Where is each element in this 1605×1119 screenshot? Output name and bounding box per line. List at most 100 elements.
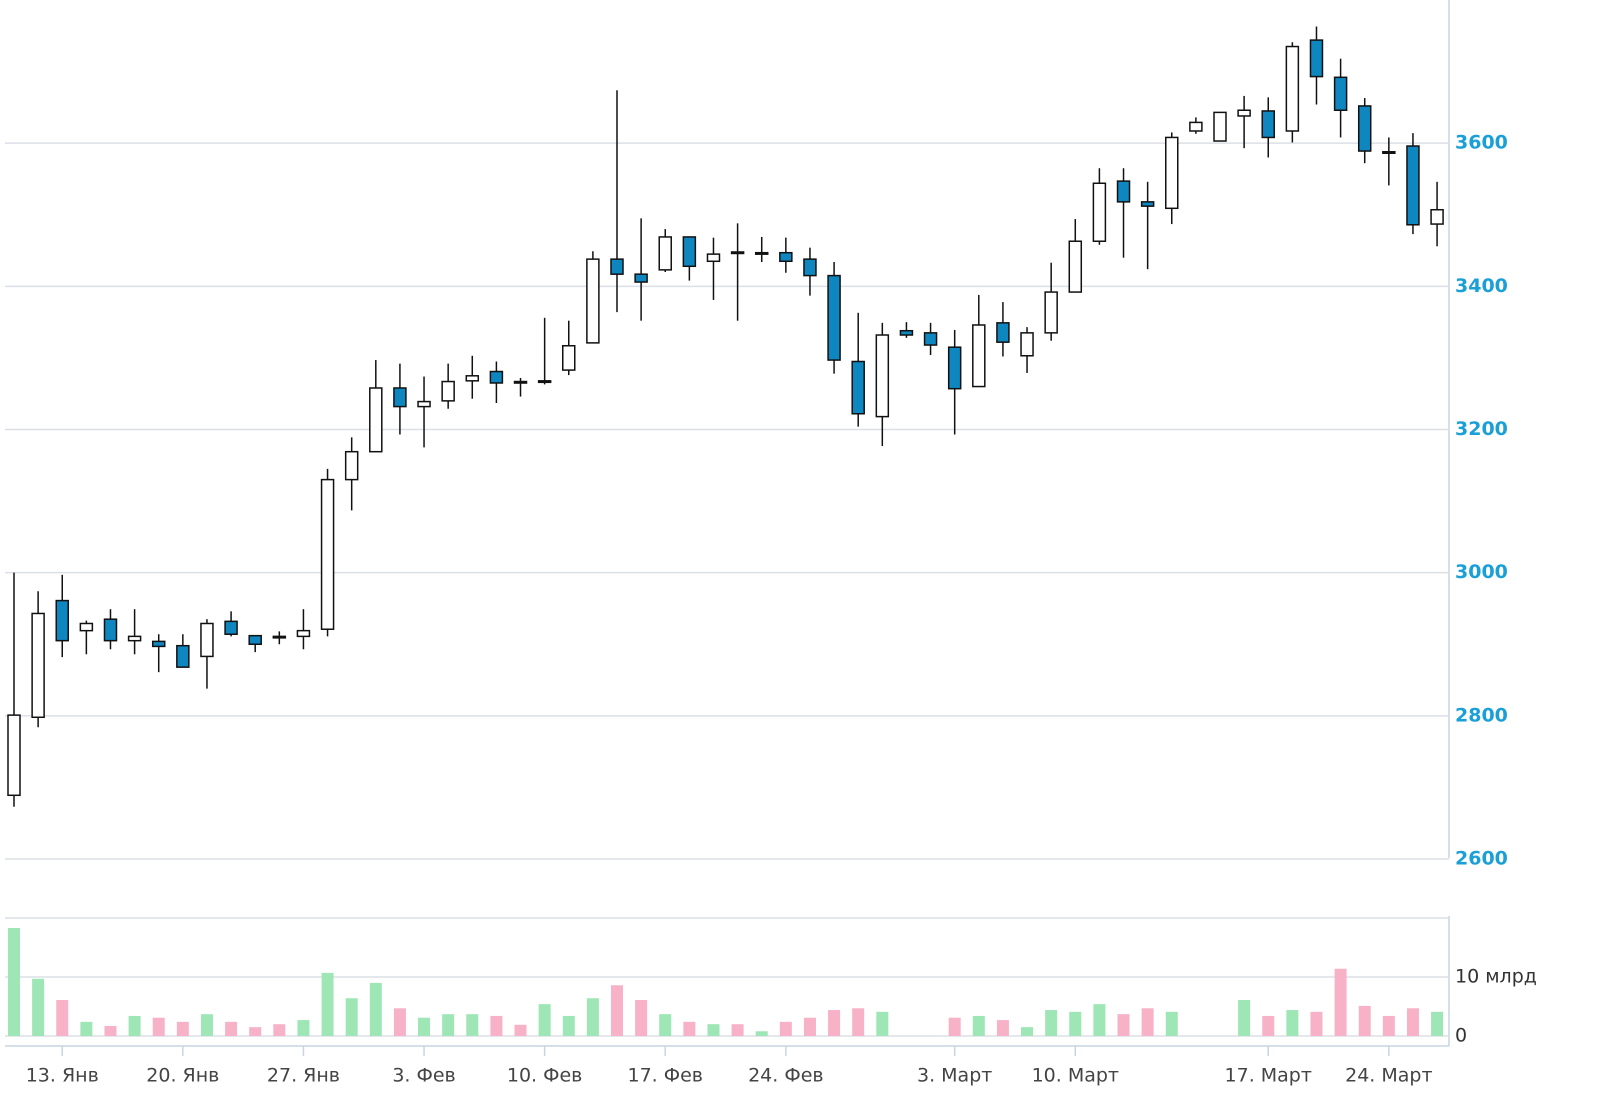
volume-tick-label: 0	[1455, 1025, 1467, 1047]
candle-body	[1165, 136, 1179, 210]
candle-body	[730, 251, 745, 255]
candle-body	[634, 273, 648, 283]
candle-body	[1140, 201, 1155, 207]
volume-bar	[1286, 1010, 1299, 1036]
candle-body	[1116, 180, 1131, 203]
volume-bar	[418, 1017, 431, 1036]
candle-body	[7, 714, 21, 797]
candle-body	[706, 253, 721, 263]
volume-bar	[466, 1014, 479, 1036]
candle-body	[610, 258, 624, 275]
volume-bar	[562, 1015, 575, 1036]
y-tick-label: 3600	[1455, 132, 1508, 154]
volume-bar	[1358, 1005, 1371, 1036]
y-tick-label: 2600	[1455, 848, 1508, 870]
candle-body	[779, 251, 793, 263]
candle-body	[393, 387, 407, 408]
volume-bar	[1165, 1011, 1178, 1036]
volume-bar	[152, 1017, 165, 1036]
y-tick-label: 3200	[1455, 418, 1508, 440]
candle-body	[296, 629, 311, 638]
x-tick-label: 24. Март	[1345, 1065, 1432, 1087]
volume-bar	[1382, 1015, 1395, 1036]
candle-body	[344, 450, 359, 481]
volume-bar	[996, 1020, 1009, 1036]
candle-body	[1020, 332, 1034, 357]
candle-body	[1382, 151, 1396, 155]
volume-bar	[273, 1024, 286, 1036]
volume-bar	[948, 1017, 961, 1036]
volume-tick-label: 10 млрд	[1455, 966, 1537, 988]
volume-bar	[200, 1014, 213, 1036]
volume-bar	[731, 1024, 744, 1036]
volume-bar	[249, 1027, 262, 1036]
x-tick-label: 17. Март	[1225, 1065, 1312, 1087]
volume-bar	[852, 1008, 865, 1036]
candle-body	[754, 251, 769, 255]
volume-bar	[1238, 1000, 1251, 1036]
volume-bar	[1334, 968, 1347, 1036]
volume-bar	[297, 1020, 310, 1036]
volume-bar	[1021, 1027, 1034, 1036]
x-tick-label: 17. Фев	[627, 1065, 703, 1087]
candle-body	[1333, 76, 1348, 111]
candle-body	[248, 634, 262, 645]
candle-body	[1285, 45, 1300, 132]
volume-bar	[538, 1004, 551, 1036]
volume-bar	[442, 1014, 455, 1036]
candle-body	[586, 258, 600, 344]
candle-body	[320, 478, 335, 630]
candle-body	[1092, 182, 1107, 242]
volume-bar	[514, 1024, 527, 1036]
candle-body	[562, 344, 576, 371]
volume-bar	[779, 1021, 792, 1036]
candle-body	[1357, 105, 1372, 152]
volume-bar	[659, 1014, 672, 1036]
x-tick-label: 13. Янв	[26, 1065, 99, 1087]
candle-body	[875, 334, 890, 418]
volume-bar	[1310, 1011, 1323, 1036]
candle-body	[79, 622, 94, 632]
candle-body	[127, 635, 142, 642]
candle-body	[827, 274, 841, 361]
candle-body	[1309, 39, 1324, 78]
volume-bar	[104, 1025, 117, 1036]
volume-bar	[80, 1021, 93, 1036]
candle-body	[1213, 111, 1227, 142]
volume-bar	[586, 998, 599, 1036]
volume-bar	[321, 972, 334, 1036]
x-tick-label: 10. Март	[1032, 1065, 1119, 1087]
volume-bar	[707, 1024, 720, 1036]
x-tick-label: 24. Фев	[748, 1065, 824, 1087]
volume-bar	[32, 978, 45, 1036]
volume-bar	[1431, 1011, 1444, 1036]
volume-bar	[176, 1021, 189, 1036]
candle-body	[947, 346, 962, 390]
candle-body	[224, 620, 238, 635]
candle-body	[682, 236, 697, 268]
candle-body	[1044, 291, 1058, 334]
y-tick-label: 3000	[1455, 561, 1508, 583]
candle-body	[417, 400, 431, 408]
candle-body	[851, 360, 865, 415]
candle-body	[1406, 145, 1420, 226]
x-tick-label: 3. Март	[917, 1065, 992, 1087]
candle-body	[200, 622, 214, 658]
candle-body	[441, 380, 455, 402]
candle-body	[1430, 208, 1444, 225]
volume-bar	[755, 1031, 768, 1036]
candle-body	[103, 618, 118, 642]
candle-body	[1237, 109, 1251, 117]
candle-body	[513, 380, 528, 384]
candle-body	[1068, 240, 1083, 293]
candle-body	[803, 258, 817, 277]
volume-bar	[8, 928, 20, 1036]
volume-bar	[876, 1011, 889, 1036]
volume-bar	[972, 1015, 985, 1036]
volume-bar	[611, 985, 623, 1036]
volume-bar	[1262, 1015, 1275, 1036]
volume-bar	[1093, 1004, 1106, 1036]
y-tick-label: 2800	[1455, 704, 1508, 726]
volume-bar	[683, 1021, 696, 1036]
